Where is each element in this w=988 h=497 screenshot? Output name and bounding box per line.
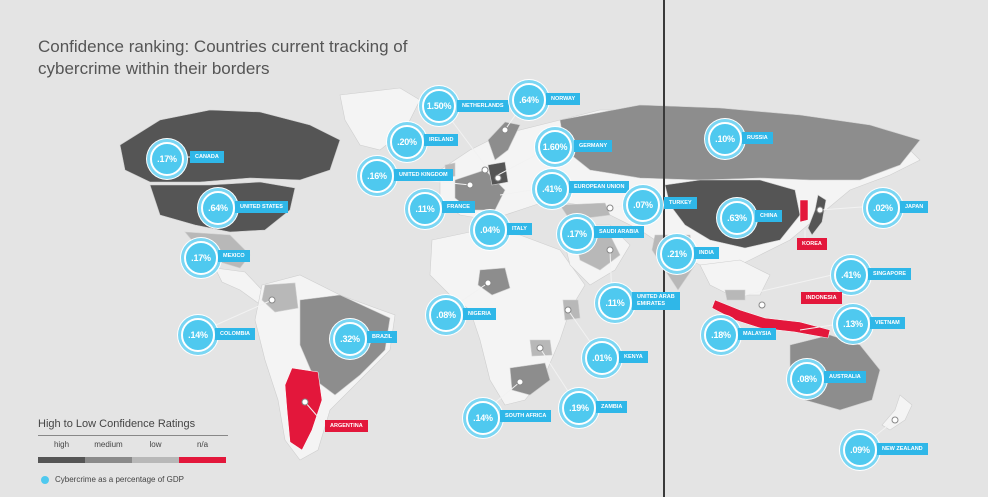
new-zealand-shape — [881, 394, 913, 431]
bubble-india: .21% — [660, 237, 694, 271]
bubble-european-union: .41% — [535, 172, 569, 206]
legend-title: High to Low Confidence Ratings — [38, 418, 196, 430]
tag-nigeria: NIGERIA — [463, 308, 496, 320]
bubble-united-kingdom: .16% — [360, 159, 394, 193]
norway-shape — [487, 121, 521, 161]
tag-singapore: SINGAPORE — [868, 268, 912, 280]
tag-indonesia: INDONESIA — [801, 292, 842, 304]
bubble-singapore: .41% — [834, 258, 868, 292]
legend-color-bar — [38, 457, 226, 463]
bubble-russia: .10% — [708, 122, 742, 156]
tag-united-states: UNITED STATES — [235, 201, 288, 213]
tag-new-zealand: NEW ZEALAND — [877, 443, 928, 455]
page-title: Confidence ranking: Countries current tr… — [38, 37, 408, 78]
tag-saudi-arabia: SAUDI ARABIA — [594, 226, 644, 238]
tag-australia: AUSTRALIA — [824, 371, 866, 383]
tag-ireland: IRELAND — [424, 134, 459, 146]
bubble-france: .11% — [408, 192, 442, 226]
bubble-china: .63% — [720, 201, 754, 235]
gdp-note-label: Cybercrime as a percentage of GDP — [55, 475, 184, 484]
bubble-south-africa: .14% — [466, 401, 500, 435]
bubble-canada: .17% — [150, 142, 184, 176]
bubble-norway: .64% — [512, 83, 546, 117]
legend-swatch-na — [179, 457, 226, 463]
legend-swatch-high — [38, 457, 85, 463]
tag-germany: GERMANY — [574, 140, 613, 152]
tag-malaysia: MALAYSIA — [738, 328, 777, 340]
bubble-turkey: .07% — [626, 188, 660, 222]
bubble-vietnam: .13% — [836, 307, 870, 341]
malaysia-shape — [724, 289, 746, 301]
legend-divider — [38, 435, 228, 436]
tag-uae: UNITED ARAB EMIRATES — [632, 292, 680, 310]
argentina-shape — [284, 367, 323, 451]
bubble-australia: .08% — [790, 362, 824, 396]
legend-label-low: low — [149, 440, 162, 449]
bubble-germany: 1.60% — [538, 130, 572, 164]
bubble-new-zealand: .09% — [843, 433, 877, 467]
tag-turkey: TURKEY — [664, 197, 697, 209]
bubble-uae: .11% — [598, 286, 632, 320]
tag-canada: CANADA — [190, 151, 224, 163]
tag-colombia: COLOMBIA — [215, 328, 255, 340]
legend-label-na: n/a — [196, 440, 209, 449]
tag-kenya: KENYA — [619, 351, 648, 363]
canada-shape — [119, 109, 341, 183]
tag-brazil: BRAZIL — [367, 331, 398, 343]
bubble-united-states: .64% — [201, 191, 235, 225]
bubble-brazil: .32% — [333, 322, 367, 356]
bubble-colombia: .14% — [181, 318, 215, 352]
bubble-japan: .02% — [866, 191, 900, 225]
tag-south-africa: SOUTH AFRICA — [500, 410, 552, 422]
tag-japan: JAPAN — [900, 201, 929, 213]
tag-france: FRANCE — [442, 201, 475, 213]
tag-korea: KOREA — [797, 238, 827, 250]
bubble-mexico: .17% — [184, 241, 218, 275]
bubble-netherlands: 1.50% — [422, 89, 456, 123]
legend-label-high: high — [53, 440, 70, 449]
tag-european-union: EUROPEAN UNION — [569, 181, 630, 193]
bubble-saudi-arabia: .17% — [560, 217, 594, 251]
se-asia-shape — [699, 259, 771, 296]
tag-russia: RUSSIA — [742, 132, 773, 144]
legend-swatch-low — [132, 457, 179, 463]
south-africa-shape — [509, 362, 551, 396]
colombia-shape — [261, 282, 299, 313]
gdp-note: Cybercrime as a percentage of GDP — [41, 475, 184, 484]
bubble-malaysia: .18% — [704, 318, 738, 352]
bubble-nigeria: .08% — [429, 298, 463, 332]
tag-united-kingdom: UNITED KINGDOM — [394, 169, 453, 181]
na-land — [284, 199, 831, 451]
indonesia-shape — [711, 299, 831, 339]
japan-shape — [807, 194, 827, 236]
bubble-italy: .04% — [473, 213, 507, 247]
tag-netherlands: NETHERLANDS — [457, 100, 509, 112]
bubble-kenya: .01% — [585, 341, 619, 375]
korea-shape — [799, 199, 809, 223]
tag-india: INDIA — [694, 247, 719, 259]
legend-labels: high medium low n/a — [38, 440, 226, 449]
bubble-ireland: .20% — [390, 125, 424, 159]
tag-vietnam: VIETNAM — [870, 317, 905, 329]
bubble-zambia: .19% — [562, 391, 596, 425]
tag-italy: ITALY — [507, 223, 532, 235]
legend: High to Low Confidence Ratings high medi… — [38, 418, 238, 463]
tag-argentina: ARGENTINA — [325, 420, 368, 432]
legend-label-medium: medium — [94, 440, 123, 449]
tag-norway: NORWAY — [546, 93, 581, 105]
tag-china: CHINA — [755, 210, 783, 222]
germany-shape — [487, 161, 509, 186]
nigeria-shape — [477, 267, 511, 296]
gdp-dot-icon — [41, 475, 49, 484]
tag-mexico: MEXICO — [218, 250, 250, 262]
turkey-shape — [559, 202, 611, 221]
tag-zambia: ZAMBIA — [596, 401, 628, 413]
legend-swatch-medium — [85, 457, 132, 463]
